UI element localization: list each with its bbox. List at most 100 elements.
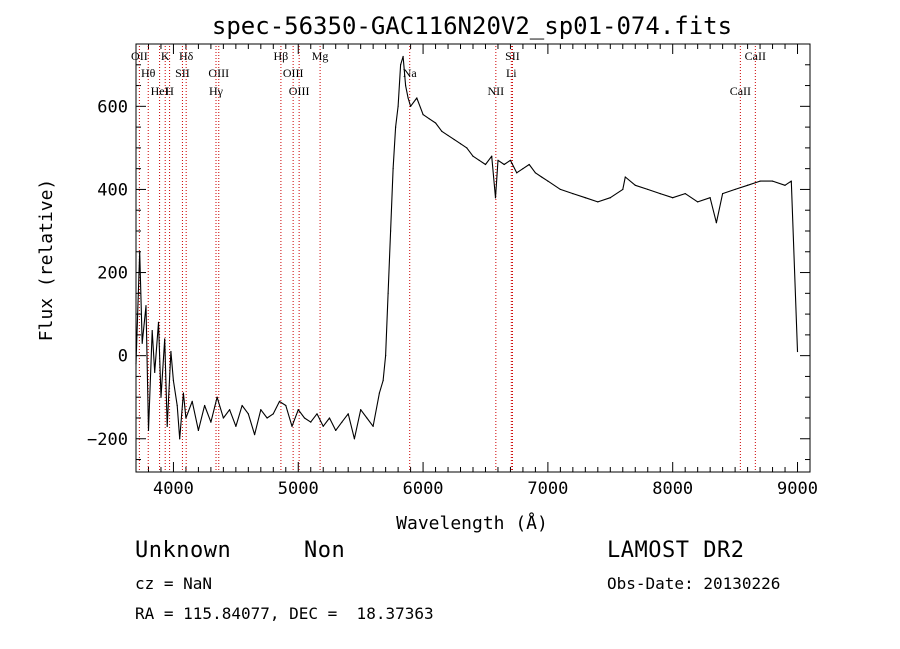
spectrum-point [366,417,368,419]
y-tick-label: 400 [97,180,128,200]
y-axis-label: Flux (relative) [36,179,57,342]
spectral-line-label: Mg [312,49,329,63]
spectrum-point [734,188,736,191]
spectrum-point [659,192,661,195]
spectrum-point [235,425,237,427]
spectrum-point [503,163,505,166]
spectral-line-label: Na [403,66,418,80]
spectrum-point [291,425,293,427]
spectrum-point [382,379,384,382]
spectrum-point [197,429,200,432]
survey-label: LAMOST DR2 [607,538,745,563]
chart-title: spec-56350-GAC116N20V2_sp01-074.fits [212,12,732,40]
spectrum-point [790,180,792,182]
spectrum-point [796,350,799,353]
x-tick-label: 4000 [153,479,194,499]
spectrum-point [715,222,717,224]
spectrum-point [392,168,394,170]
spectrum-point [222,417,224,419]
spectrum-point [139,251,141,253]
spectrum-point [572,192,574,195]
class-label: Unknown [135,538,232,563]
spectral-line-label: H [165,84,174,98]
plot-frame [135,43,811,473]
spectrum-point [405,84,407,87]
spectral-line-label: SII [175,66,190,80]
spectral-line-label: Hδ [179,49,194,63]
spectrum-point [453,138,455,141]
spectrum-point [154,371,156,373]
spectrum-point [353,438,356,440]
spectral-line-label: CaII [745,49,766,63]
spectrum-point [409,105,412,107]
spectrum-point [746,184,749,186]
spectrum-point [559,188,561,191]
spectrum-point [534,172,537,174]
spectrum-point [310,421,312,423]
spectrum-point [447,134,449,137]
spectral-line-label: CaII [730,84,751,98]
spectrum-point [466,147,468,149]
spectrum-point [385,355,387,357]
spectrum-point [441,130,443,132]
spectrum-point [135,363,137,365]
spectrum-point [547,180,549,182]
spectrum-point [397,105,399,107]
spectrum-point [247,413,249,415]
spectrum-point [494,197,497,199]
spectral-line-label: Hθ [141,66,156,80]
spectrum-point [241,404,243,407]
spectrum-point [303,417,306,419]
spectrum-point [759,180,761,182]
spectrum-point [378,392,380,394]
spectrum-point [285,404,287,407]
coordinates-label: RA = 115.84077, DEC = 18.37363 [135,604,434,623]
spectrum-point [484,163,487,166]
spectrum-point [459,143,462,145]
spectrum-point [316,413,318,415]
spectrum-point [472,155,474,157]
spectrum-point [672,197,674,199]
spectral-line-label: Hβ [274,49,289,63]
spectrum-point [266,417,268,419]
spectrum-point [160,396,162,398]
spectrum-point [210,421,212,423]
spectrum-point [516,172,518,174]
spectrum-point [176,404,178,407]
spectrum-point [402,55,404,58]
spectral-line-label: OII [131,49,148,63]
spectrum-point [147,429,150,432]
spectrum-point [272,413,274,415]
spectrum-point [624,176,626,178]
redshift-label: cz = NaN [135,574,213,593]
spectrum-line [135,55,799,440]
plot-area: 4000 5000 6000 7000 8000 9000 −200 0 200 400 600 OI… [87,43,818,499]
spectrum-point [395,126,397,128]
spectrum-point [722,192,724,195]
spectrum-point [497,159,499,161]
spectrum-point [428,118,430,120]
spectrum-point [347,413,349,415]
spectral-line-label: HeI [151,84,169,98]
spectrum-point [522,168,524,170]
spectrum-point [341,421,343,423]
spectral-line-label: OIII [289,84,310,98]
spectral-line-label: OIII [208,66,229,80]
spectrum-point [297,409,299,411]
spectrum-point [509,159,512,161]
spectrum-point [697,201,699,203]
obs-date-label: Obs-Date: 20130226 [607,574,781,593]
spectrum-point [216,396,218,398]
spectrum-point [416,97,418,99]
spectrum-point [322,425,324,427]
spectral-line-label: OIII [283,66,304,80]
x-tick-label: 7000 [527,479,568,499]
spectrum-point [784,184,786,186]
spectrum-point [400,64,402,66]
spectral-line-label: Hγ [209,84,224,98]
spectrum-point [372,425,374,427]
spectrum-point [164,338,166,340]
spectrum-point [145,305,147,307]
spectrum-point [684,192,686,195]
x-tick-label: 5000 [278,479,319,499]
